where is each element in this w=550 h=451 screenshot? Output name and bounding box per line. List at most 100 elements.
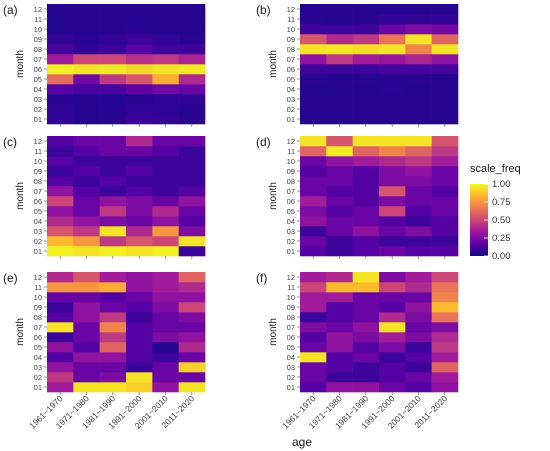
heatmap-cell: [99, 74, 127, 85]
heatmap-cell: [126, 292, 153, 303]
heatmap-cell: [47, 312, 74, 323]
heatmap-cell: [152, 44, 179, 55]
heatmap-cell: [405, 332, 432, 343]
heatmap-cell: [405, 146, 432, 157]
heatmap-cell: [73, 196, 100, 207]
heatmap-cell: [352, 322, 380, 333]
heatmap-cell: [152, 312, 179, 323]
heatmap-cell: [300, 282, 327, 293]
heatmap-cell: [379, 292, 406, 303]
heatmap-cell: [126, 312, 153, 323]
heatmap-cell: [300, 196, 327, 207]
heatmap-cell: [352, 186, 380, 197]
heatmap-cell: [352, 166, 380, 177]
heatmap-cell: [352, 226, 380, 237]
y-tick-label: 06: [34, 197, 42, 206]
heatmap-cell: [352, 156, 380, 167]
heatmap-cell: [126, 24, 153, 35]
heatmap-cell: [73, 206, 100, 217]
y-tick-label: 01: [287, 383, 295, 392]
y-tick-label: 04: [287, 353, 295, 362]
heatmap-cell: [300, 352, 327, 363]
heatmap-cell: [152, 146, 179, 157]
heatmap-cell: [431, 206, 459, 217]
heatmap-cell: [300, 186, 327, 197]
heatmap-cell: [300, 114, 327, 125]
y-tick-label: 01: [287, 247, 295, 256]
heatmap-cell: [152, 14, 179, 25]
heatmap-cell: [326, 24, 353, 35]
colorbar-tick-label: 0.75: [492, 197, 511, 208]
heatmap-cell: [47, 372, 74, 383]
colorbar-tick-label: 0.25: [492, 233, 511, 244]
heatmap-cell: [300, 206, 327, 217]
heatmap-cell: [178, 54, 206, 65]
y-tick-label: 03: [34, 363, 42, 372]
heatmap-cell: [47, 104, 74, 115]
heatmap-cell: [379, 186, 406, 197]
heatmap-cell: [300, 156, 327, 167]
heatmap-cell: [47, 216, 74, 227]
heatmap-cell: [326, 216, 353, 227]
y-tick-label: 02: [34, 105, 42, 114]
heatmap-cell: [326, 146, 353, 157]
heatmap-cell: [178, 104, 206, 115]
heatmap-cell: [73, 104, 100, 115]
legend: scale_freq 1.00 0.75 0.50 0.25 0.00: [470, 163, 521, 262]
heatmap-cell: [379, 312, 406, 323]
heatmap-cell: [405, 312, 432, 323]
heatmap-cell: [47, 136, 74, 147]
heatmap-cell: [99, 292, 127, 303]
y-tick-label: 08: [34, 177, 42, 186]
heatmap-cell: [405, 226, 432, 237]
panel-label: (c): [3, 135, 17, 149]
heatmap-cell: [431, 216, 459, 227]
heatmap-cell: [431, 34, 459, 45]
heatmap-cell: [126, 166, 153, 177]
heatmap-cell: [126, 196, 153, 207]
heatmap-cell: [379, 54, 406, 65]
heatmap-cell: [73, 282, 100, 293]
y-tick-label: 05: [34, 75, 42, 84]
heatmap-cell: [405, 44, 432, 55]
heatmap-cell: [431, 332, 459, 343]
heatmap-cell: [300, 24, 327, 35]
heatmap-cell: [300, 272, 327, 283]
heatmap-cell: [379, 136, 406, 147]
colorbar-tick-label: 1.00: [492, 179, 511, 190]
panels: (a)010203040506070809101112month(b)01020…: [3, 3, 459, 431]
heatmap-cell: [73, 4, 100, 15]
heatmap-cell: [326, 302, 353, 313]
heatmap-cell: [326, 136, 353, 147]
heatmap-cell: [152, 332, 179, 343]
heatmap-cell: [405, 322, 432, 333]
heatmap-cell: [47, 382, 74, 393]
y-tick-label: 07: [287, 187, 295, 196]
y-tick-label: 05: [287, 343, 295, 352]
heatmap-cell: [73, 352, 100, 363]
heatmap-cell: [326, 382, 353, 393]
heatmap-cell: [178, 166, 206, 177]
heatmap-cell: [178, 372, 206, 383]
heatmap-cell: [99, 372, 127, 383]
heatmap-cell: [178, 14, 206, 25]
heatmap-cell: [352, 352, 380, 363]
heatmap-cell: [352, 216, 380, 227]
heatmap-cell: [379, 226, 406, 237]
heatmap-cell: [47, 246, 74, 257]
heatmap-cell: [405, 166, 432, 177]
heatmap-cell: [126, 34, 153, 45]
heatmap-cell: [352, 94, 380, 105]
heatmap-cell: [152, 186, 179, 197]
heatmap-cell: [47, 362, 74, 373]
heatmap-cell: [178, 186, 206, 197]
heatmap-cell: [73, 14, 100, 25]
heatmap-cell: [300, 54, 327, 65]
y-tick-label: 06: [287, 197, 295, 206]
heatmap-cell: [379, 282, 406, 293]
heatmap-cell: [405, 104, 432, 115]
heatmap-cell: [99, 332, 127, 343]
y-tick-label: 08: [34, 45, 42, 54]
y-tick-label: 09: [287, 167, 295, 176]
heatmap-cell: [431, 292, 459, 303]
